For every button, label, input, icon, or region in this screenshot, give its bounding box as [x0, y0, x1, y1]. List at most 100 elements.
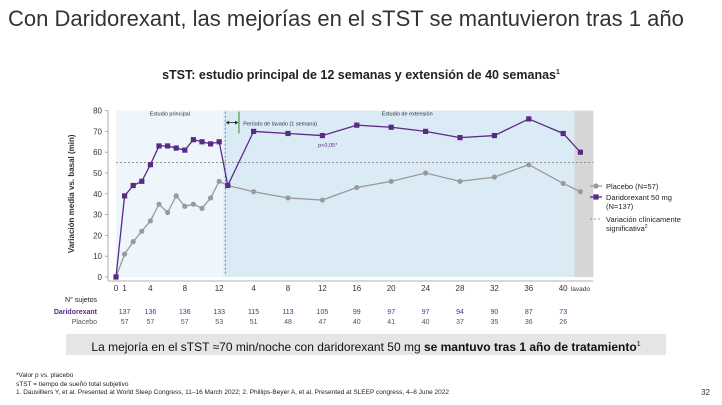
daridorexant-point	[526, 116, 532, 122]
summary-banner-bold: se mantuvo tras 1 año de tratamiento	[423, 340, 637, 354]
daridorexant-point	[457, 135, 463, 141]
y-tick-label: 50	[93, 169, 102, 178]
x-tick-label: 36	[524, 284, 533, 293]
subjects-row-label: Daridorexant	[54, 309, 98, 316]
subjects-count: 48	[284, 319, 292, 326]
placebo-point	[457, 178, 463, 184]
daridorexant-point	[165, 143, 171, 149]
daridorexant-point	[208, 141, 214, 147]
placebo-point	[199, 205, 205, 211]
subjects-count: 47	[319, 319, 327, 326]
subjects-count: 53	[215, 319, 223, 326]
x-tick-label: 16	[352, 284, 361, 293]
daridorexant-point	[173, 145, 179, 151]
legend-daridorexant-n: (N=137)	[606, 202, 634, 211]
x-tick-label: 12	[318, 284, 327, 293]
extension-region	[223, 110, 575, 277]
subjects-count: 90	[491, 309, 499, 316]
y-tick-label: 0	[98, 273, 103, 282]
placebo-point	[208, 195, 214, 201]
daridorexant-point	[147, 162, 153, 168]
daridorexant-point	[190, 137, 196, 143]
page-number: 32	[701, 388, 710, 397]
x-tick-label: lavado	[571, 286, 591, 293]
placebo-point	[388, 178, 394, 184]
footnote-stst: sTST = tiempo de sueño total subjetivo	[16, 380, 129, 388]
placebo-point	[122, 251, 128, 257]
legend-placebo-label: Placebo (N=57)	[606, 182, 659, 191]
subjects-count: 36	[525, 319, 533, 326]
placebo-point	[251, 189, 257, 195]
main-study-region	[116, 110, 224, 277]
summary-banner: La mejoría en el sTST ≈70 min/noche con …	[66, 334, 666, 355]
daridorexant-point	[285, 130, 291, 137]
subjects-count: 73	[559, 309, 567, 316]
legend-threshold-ref: 2	[645, 224, 648, 230]
footnotes: *Valor p vs. placebo sTST = tiempo de su…	[16, 372, 449, 398]
placebo-point	[165, 209, 171, 216]
x-tick-label: 28	[456, 284, 465, 293]
daridorexant-point	[216, 139, 222, 145]
footnote-references: 1. Dauvilliers Y, et al. Presented at Wo…	[16, 389, 449, 396]
placebo-point	[577, 189, 584, 195]
extension-label: Estudio de extensión	[382, 112, 433, 118]
subjects-count: 57	[181, 319, 189, 326]
chart-title-text: sTST: estudio principal de 12 semanas y …	[162, 68, 556, 82]
stst-line-chart: Estudio principal Estudio de extensión Per…	[54, 107, 681, 326]
subjects-count: 40	[422, 319, 430, 326]
legend-placebo-marker	[593, 183, 599, 189]
x-tick-label: 1	[122, 284, 127, 293]
placebo-point	[423, 170, 429, 176]
placebo-point	[139, 228, 145, 234]
subjects-count: 37	[456, 319, 464, 326]
x-tick-label: 32	[490, 284, 499, 293]
footnote-pvalue: *Valor p vs. placebo	[16, 372, 74, 379]
daridorexant-point	[199, 139, 205, 145]
legend-daridorexant-label: Daridorexant 50 mg	[606, 193, 672, 202]
subjects-count: 57	[121, 319, 129, 326]
placebo-point	[285, 195, 291, 201]
x-tick-label: 24	[421, 284, 430, 293]
x-tick-label: 20	[387, 284, 396, 293]
washout-arrowheads	[226, 120, 239, 125]
placebo-point	[173, 193, 179, 199]
chart-title-ref: 1	[556, 68, 560, 76]
daridorexant-point	[251, 128, 257, 134]
daridorexant-point	[156, 143, 162, 149]
chart-title: sTST: estudio principal de 12 semanas y …	[0, 68, 722, 82]
daridorexant-point	[577, 149, 583, 155]
daridorexant-point	[319, 132, 325, 139]
placebo-point	[560, 180, 566, 186]
lavado-region	[574, 110, 594, 277]
daridorexant-point	[122, 193, 128, 199]
x-tick-label: 4	[148, 284, 153, 293]
subjects-count: 40	[353, 319, 361, 326]
y-tick-label: 70	[93, 127, 102, 136]
placebo-point	[182, 203, 188, 209]
placebo-point	[354, 184, 360, 191]
daridorexant-point	[423, 128, 429, 134]
subjects-count: 99	[353, 309, 361, 316]
subjects-count: 35	[491, 319, 499, 326]
subjects-count: 41	[387, 319, 395, 326]
subjects-count: 136	[179, 309, 191, 316]
y-tick-label: 10	[93, 252, 102, 261]
x-tick-label: 8	[183, 284, 188, 293]
subjects-count: 137	[119, 309, 131, 316]
x-tick-label: 4	[251, 284, 256, 293]
daridorexant-point	[182, 147, 188, 153]
significance-annotation: p<0,05*	[318, 143, 338, 149]
y-tick-label: 30	[93, 211, 102, 220]
summary-banner-text: La mejoría en el sTST ≈70 min/noche con …	[91, 340, 424, 354]
x-tick-label: 12	[215, 284, 224, 293]
daridorexant-point	[560, 130, 566, 137]
y-tick-label: 80	[93, 107, 102, 116]
daridorexant-point	[354, 122, 360, 128]
x-tick-label: 0	[114, 284, 119, 293]
y-tick-label: 40	[93, 190, 102, 199]
placebo-point	[147, 218, 153, 224]
placebo-point	[216, 178, 222, 184]
daridorexant-point	[225, 182, 231, 189]
y-axis-label: Variación media vs. basal (min)	[67, 134, 76, 253]
daridorexant-point	[388, 124, 394, 130]
